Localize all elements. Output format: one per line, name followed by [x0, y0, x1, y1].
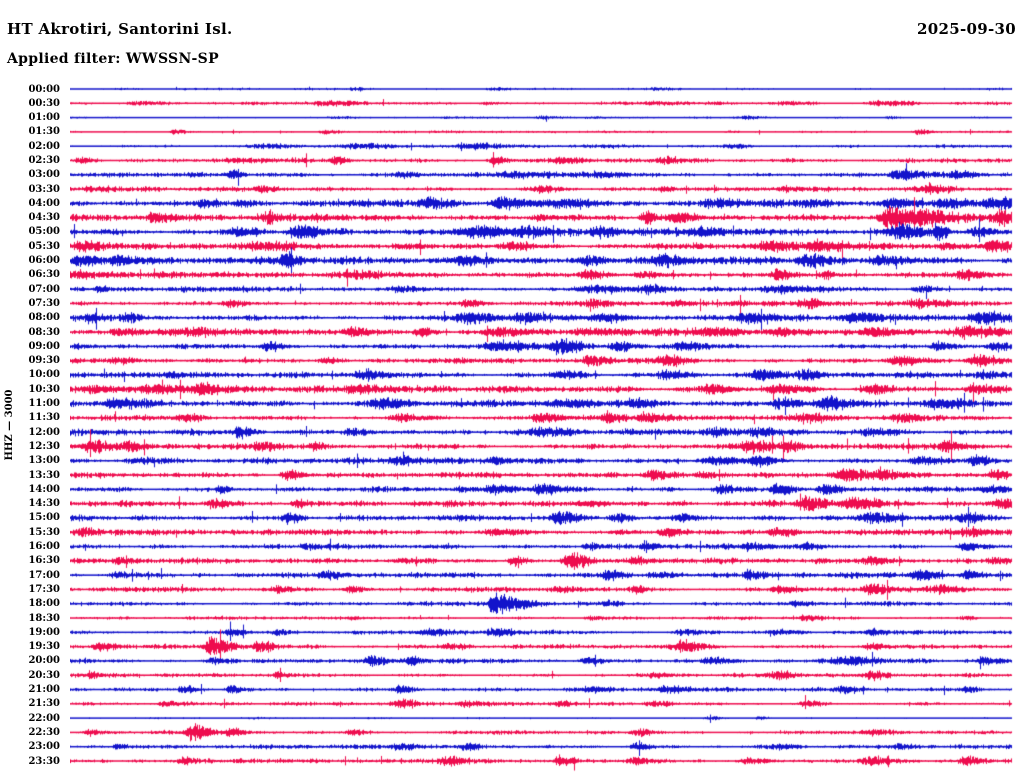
station-title: HT Akrotiri, Santorini Isl. [7, 20, 233, 38]
trace-time-label: 01:30 [28, 126, 60, 138]
trace-time-label: 17:00 [28, 569, 60, 581]
trace-time-label: 18:30 [28, 612, 60, 624]
trace-time-label: 20:00 [28, 655, 60, 667]
filter-label: Applied filter: WWSSN-SP [7, 51, 219, 67]
trace-time-label: 09:00 [28, 340, 60, 352]
trace-time-label: 03:00 [28, 169, 60, 181]
trace-time-label: 12:30 [28, 440, 60, 452]
trace-time-label: 08:30 [28, 326, 60, 338]
trace-time-label: 20:30 [28, 669, 60, 681]
trace-time-label: 00:30 [28, 97, 60, 109]
trace-time-label: 07:30 [28, 297, 60, 309]
trace-time-label: 07:00 [28, 283, 60, 295]
trace-time-label: 23:30 [28, 755, 60, 767]
trace-time-label: 19:00 [28, 626, 60, 638]
trace-time-label: 04:00 [28, 197, 60, 209]
trace-time-label: 00:00 [28, 83, 60, 95]
trace-time-label: 21:00 [28, 684, 60, 696]
trace-time-label: 19:30 [28, 641, 60, 653]
trace-time-label: 22:30 [28, 726, 60, 738]
trace-time-label: 11:30 [28, 412, 60, 424]
trace-time-label: 14:00 [28, 483, 60, 495]
seismogram-canvas [70, 82, 1014, 772]
trace-time-label: 06:30 [28, 269, 60, 281]
trace-time-label: 10:30 [28, 383, 60, 395]
trace-time-label: 08:00 [28, 312, 60, 324]
trace-time-label: 05:30 [28, 240, 60, 252]
trace-time-label: 13:30 [28, 469, 60, 481]
date-label: 2025-09-30 [917, 20, 1016, 38]
trace-time-label: 18:00 [28, 598, 60, 610]
trace-time-label: 09:30 [28, 355, 60, 367]
trace-time-label: 14:30 [28, 498, 60, 510]
trace-time-label: 23:00 [28, 741, 60, 753]
trace-time-label: 22:00 [28, 712, 60, 724]
trace-time-label: 17:30 [28, 583, 60, 595]
trace-time-label: 05:00 [28, 226, 60, 238]
trace-time-label: 02:30 [28, 154, 60, 166]
trace-time-label: 06:00 [28, 255, 60, 267]
trace-time-label: 16:30 [28, 555, 60, 567]
trace-time-label: 10:00 [28, 369, 60, 381]
trace-time-label: 11:00 [28, 398, 60, 410]
trace-time-label: 01:00 [28, 112, 60, 124]
trace-time-label: 21:30 [28, 698, 60, 710]
time-axis: 00:00 00:30 01:00 01:30 02:00 02:30 03:00 03:30… [0, 0, 60, 780]
trace-time-label: 13:00 [28, 455, 60, 467]
trace-time-label: 03:30 [28, 183, 60, 195]
trace-time-label: 15:30 [28, 526, 60, 538]
trace-time-label: 04:30 [28, 212, 60, 224]
trace-time-label: 15:00 [28, 512, 60, 524]
trace-time-label: 02:00 [28, 140, 60, 152]
trace-time-label: 12:00 [28, 426, 60, 438]
trace-time-label: 16:00 [28, 541, 60, 553]
